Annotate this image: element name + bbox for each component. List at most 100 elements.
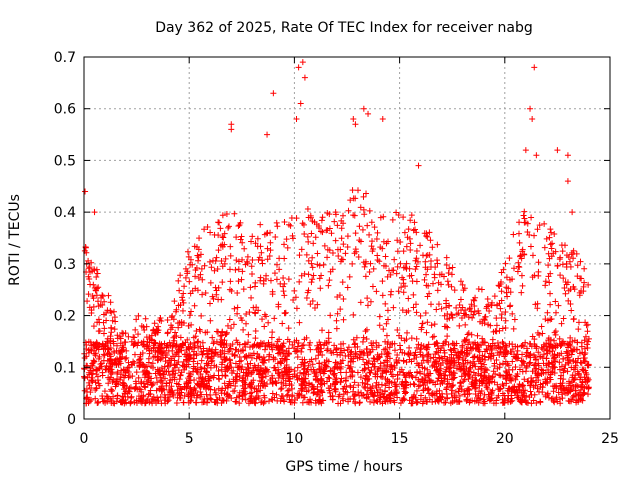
data-point xyxy=(433,367,440,374)
data-point xyxy=(91,350,98,357)
data-point xyxy=(565,253,572,260)
data-point xyxy=(215,247,222,254)
data-point xyxy=(514,268,521,275)
data-point xyxy=(506,255,513,262)
data-point xyxy=(553,385,560,392)
data-point xyxy=(391,340,398,347)
data-point xyxy=(464,331,471,338)
data-point xyxy=(264,131,271,138)
data-point xyxy=(557,400,564,407)
data-point xyxy=(286,396,293,403)
data-point xyxy=(556,256,563,263)
data-point xyxy=(164,342,171,349)
data-point xyxy=(384,316,391,323)
data-point xyxy=(292,348,299,355)
data-point xyxy=(461,338,468,345)
data-point xyxy=(338,360,345,367)
data-point xyxy=(143,334,150,341)
data-point xyxy=(316,360,323,367)
data-point xyxy=(382,345,389,352)
data-point xyxy=(111,314,118,321)
data-point xyxy=(222,373,229,379)
data-point xyxy=(316,339,323,346)
data-point xyxy=(494,340,501,347)
data-point xyxy=(335,400,342,407)
data-point xyxy=(330,349,337,356)
data-point xyxy=(230,388,237,395)
data-point xyxy=(350,116,357,123)
data-point xyxy=(305,214,312,221)
data-point xyxy=(244,260,251,267)
data-point xyxy=(265,339,272,346)
data-point xyxy=(493,322,500,329)
data-point xyxy=(86,371,93,378)
data-point xyxy=(357,374,364,381)
data-point xyxy=(219,212,226,219)
data-point xyxy=(435,279,442,286)
data-point xyxy=(533,152,540,159)
data-point xyxy=(519,351,526,358)
data-point xyxy=(400,248,407,255)
data-point xyxy=(581,351,588,358)
data-point xyxy=(326,277,333,284)
data-point xyxy=(258,249,265,256)
data-point xyxy=(157,314,164,321)
data-point xyxy=(267,277,274,284)
data-point xyxy=(338,225,345,232)
data-point xyxy=(524,220,531,227)
data-point xyxy=(337,258,344,265)
data-point xyxy=(169,324,176,331)
data-point xyxy=(584,362,591,369)
data-point xyxy=(301,336,308,343)
data-point xyxy=(441,353,448,360)
data-point xyxy=(281,241,288,248)
data-point xyxy=(305,387,312,394)
data-point xyxy=(180,399,187,406)
data-point xyxy=(538,366,545,373)
data-point xyxy=(334,222,341,229)
data-point xyxy=(301,230,308,237)
data-point xyxy=(204,369,211,376)
data-point xyxy=(527,388,534,395)
data-point xyxy=(380,393,387,400)
data-point xyxy=(419,400,426,407)
data-point xyxy=(221,354,228,361)
data-point xyxy=(203,347,210,354)
data-point xyxy=(215,219,222,226)
data-point xyxy=(146,339,153,346)
data-point xyxy=(228,325,235,332)
data-point xyxy=(175,277,182,284)
data-point xyxy=(417,370,424,377)
data-point xyxy=(487,322,494,329)
data-point xyxy=(432,351,439,358)
data-point xyxy=(464,359,471,366)
data-point xyxy=(483,305,490,312)
data-point xyxy=(227,382,234,389)
data-point xyxy=(505,399,512,406)
data-point xyxy=(514,390,521,397)
data-point xyxy=(359,226,366,233)
data-point xyxy=(404,234,411,241)
data-point xyxy=(391,379,398,386)
data-point xyxy=(488,395,495,402)
data-point xyxy=(496,344,503,351)
data-point xyxy=(413,335,420,342)
data-point xyxy=(252,400,259,407)
data-point xyxy=(578,275,585,282)
data-point xyxy=(177,372,184,379)
data-point xyxy=(399,349,406,356)
data-point xyxy=(327,367,334,374)
data-point xyxy=(199,351,206,358)
data-point xyxy=(448,358,455,365)
data-point xyxy=(543,235,550,242)
data-point xyxy=(274,223,281,230)
data-point xyxy=(97,361,104,368)
data-point xyxy=(232,266,239,273)
data-point xyxy=(441,375,448,382)
data-point xyxy=(264,342,271,349)
data-point xyxy=(107,308,114,315)
data-point xyxy=(525,378,532,385)
data-point xyxy=(132,378,139,385)
data-point xyxy=(227,243,234,250)
data-point xyxy=(565,287,572,294)
